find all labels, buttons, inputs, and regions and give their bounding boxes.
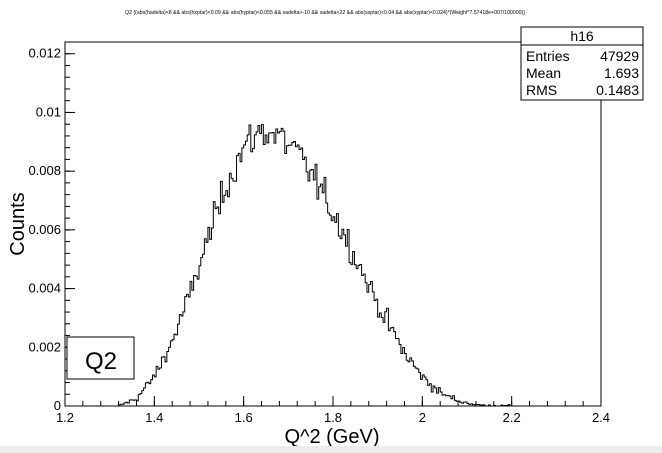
y-tick-label: 0.004	[28, 281, 61, 296]
x-tick-label: 1.6	[235, 410, 253, 425]
x-tick-label: 1.4	[145, 410, 163, 425]
histogram-series	[65, 124, 601, 407]
x-axis-label: Q^2 (GeV)	[285, 426, 380, 448]
y-tick-label: 0.012	[28, 46, 61, 61]
stats-mean-value: 1.693	[604, 65, 639, 81]
stats-box: h16 Entries 47929 Mean 1.693 RMS 0.1483	[520, 26, 644, 101]
label-box: Q2	[66, 336, 135, 380]
stats-entries-value: 47929	[600, 48, 639, 64]
y-tick-label: 0.006	[28, 222, 61, 237]
stats-rms-label: RMS	[526, 82, 557, 98]
x-tick-label: 2.2	[503, 410, 521, 425]
x-tick-label: 2	[419, 410, 426, 425]
y-tick-label: 0	[54, 398, 61, 413]
y-axis-label: Counts	[7, 192, 29, 255]
stats-mean-label: Mean	[526, 65, 561, 81]
x-axis: 1.2 1.4 1.6 1.8 2 2.2 2.4	[56, 396, 610, 425]
chart-title: Q2 {(abs(hadelta)<8 && abs(hxptar)<0.09 …	[125, 10, 525, 16]
stats-rms-value: 0.1483	[596, 82, 639, 98]
y-tick-label: 0.008	[28, 163, 61, 178]
x-tick-label: 1.2	[56, 410, 74, 425]
stats-name: h16	[570, 28, 594, 44]
x-tick-label: 1.8	[324, 410, 342, 425]
y-axis: 0 0.002 0.004 0.006 0.008 0.01 0.012	[28, 41, 75, 413]
y-tick-label: 0.01	[36, 104, 61, 119]
label-box-text: Q2	[85, 348, 117, 375]
y-tick-label: 0.002	[28, 339, 61, 354]
bottom-status-strip	[0, 446, 662, 453]
histogram-line	[65, 124, 601, 407]
stats-entries-label: Entries	[526, 48, 570, 64]
x-tick-label: 2.4	[592, 410, 610, 425]
